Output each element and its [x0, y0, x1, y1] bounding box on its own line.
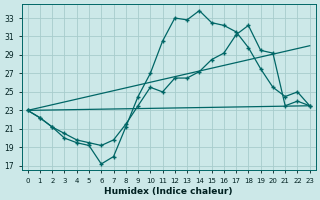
X-axis label: Humidex (Indice chaleur): Humidex (Indice chaleur): [104, 187, 233, 196]
